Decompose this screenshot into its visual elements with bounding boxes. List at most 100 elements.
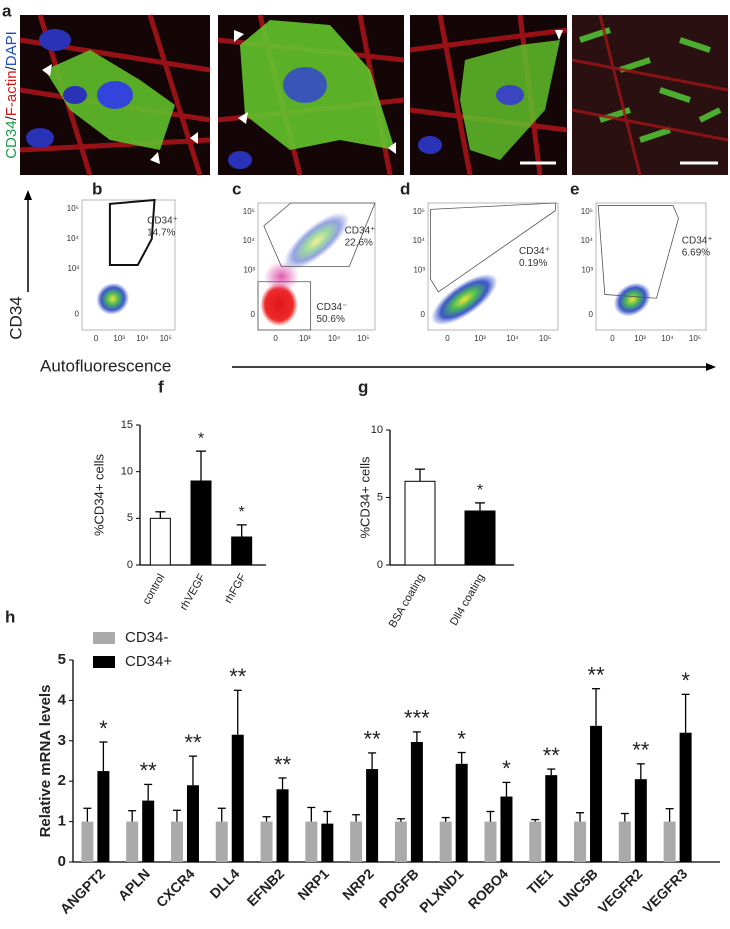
cell-population (283, 212, 350, 270)
bar (366, 769, 379, 862)
gate-name: CD34⁻ (317, 302, 348, 313)
bar (618, 821, 631, 862)
significance: * (99, 716, 108, 741)
bar (484, 821, 497, 862)
panel-label: e (570, 179, 579, 198)
flow-x-label: Autofluorescence (40, 356, 171, 375)
flow-y-tick-label: 10⁵ (413, 207, 425, 216)
stain-label-part: / (3, 65, 20, 70)
significance: ** (184, 730, 202, 755)
x-tick-label: NRP1 (294, 865, 332, 903)
bar (97, 771, 110, 862)
panel-label: c (232, 179, 241, 198)
flow-x-tick-label: 10⁵ (689, 334, 701, 343)
legend-label: CD34+ (125, 653, 172, 670)
cell-population (613, 282, 651, 317)
x-tick-label: VEGFR2 (595, 865, 646, 916)
bar (142, 800, 155, 862)
x-tick-label: UNC5B (555, 865, 600, 910)
arrow-head (24, 190, 32, 200)
y-tick-label: 3 (58, 732, 66, 749)
bar (215, 821, 228, 862)
y-tick-label: 10 (121, 466, 133, 478)
legend-label: CD34- (125, 629, 168, 646)
gate-percent: 22.6% (345, 238, 373, 249)
panel-label: g (358, 377, 368, 396)
significance: * (477, 482, 483, 499)
gate (257, 281, 312, 331)
flow-y-label: CD34 (6, 296, 25, 339)
bar (663, 821, 676, 862)
flow-y-tick-label: 10³ (581, 265, 593, 274)
flow-y-tick-label: 0 (251, 310, 256, 319)
flow-plot-frame (595, 202, 707, 331)
y-axis-label: Relative mRNA levels (37, 685, 54, 838)
bar (321, 823, 334, 862)
significance: ** (140, 758, 158, 783)
bar (276, 789, 289, 862)
flow-y-tick-label: 0 (421, 310, 426, 319)
flow-x-tick-label: 10³ (113, 334, 125, 343)
y-tick-label: 4 (58, 691, 67, 708)
y-tick-label: 5 (58, 651, 66, 668)
bar (410, 742, 423, 862)
x-tick-label: PLXND1 (416, 865, 467, 916)
flow-y-tick-label: 10⁴ (413, 236, 426, 245)
significance: ** (364, 727, 382, 752)
flow-x-tick-label: 0 (610, 334, 615, 343)
gate-percent: 6.69% (682, 248, 710, 259)
x-tick-label: BSA coating (387, 572, 427, 630)
gate-percent: 14.7% (147, 227, 175, 238)
gate-name: CD34⁺ (345, 226, 376, 237)
flow-x-tick-label: 10⁵ (160, 334, 172, 343)
stain-label-part: / (3, 115, 20, 120)
flow-x-tick-label: 10⁴ (506, 334, 519, 343)
bar (529, 821, 542, 862)
bar (305, 821, 318, 862)
significance: *** (404, 706, 430, 731)
significance: * (502, 756, 511, 781)
gate (263, 202, 376, 267)
legend-swatch (93, 656, 115, 668)
stain-label-part: DAPI (3, 31, 20, 66)
gate-percent: 50.6% (317, 314, 345, 325)
x-tick-label: ROBO4 (465, 865, 512, 912)
flow-x-tick-label: 10⁴ (661, 334, 674, 343)
significance: * (681, 668, 690, 693)
cell-population (260, 283, 298, 327)
flow-y-tick-label: 10⁵ (67, 204, 79, 213)
gate (597, 205, 679, 299)
bar (545, 775, 558, 862)
flow-x-tick-label: 0 (94, 334, 99, 343)
bar (190, 480, 212, 566)
significance: * (239, 504, 245, 521)
bar (574, 821, 587, 862)
legend-swatch (93, 632, 115, 644)
x-tick-label: rhFGF (222, 572, 248, 606)
bar (679, 732, 692, 862)
x-tick-label: rhVEGF (178, 572, 208, 613)
bar (186, 785, 199, 862)
flow-y-tick-label: 10³ (413, 265, 425, 274)
flow-x-tick-label: 10⁴ (328, 334, 341, 343)
gate-percent: 0.19% (519, 258, 547, 269)
flow-y-tick-label: 0 (75, 310, 80, 319)
bar (500, 796, 513, 862)
flow-y-tick-label: 10³ (67, 264, 79, 273)
bar (149, 517, 171, 566)
panel-label: h (5, 607, 15, 626)
flow-y-tick-label: 10⁴ (581, 236, 594, 245)
flow-x-tick-label: 10³ (634, 334, 646, 343)
stain-label-part: CD34 (3, 120, 20, 158)
gate (108, 198, 156, 266)
flow-y-tick-label: 10⁵ (581, 207, 593, 216)
significance: * (198, 430, 204, 447)
y-tick-label: 15 (121, 419, 133, 431)
x-tick-label: Dll4 coating (448, 572, 487, 628)
y-tick-label: 1 (58, 813, 66, 830)
y-tick-label: 10 (371, 424, 383, 436)
gate-name: CD34⁺ (147, 215, 178, 226)
bar (81, 821, 94, 862)
significance: * (457, 726, 466, 751)
